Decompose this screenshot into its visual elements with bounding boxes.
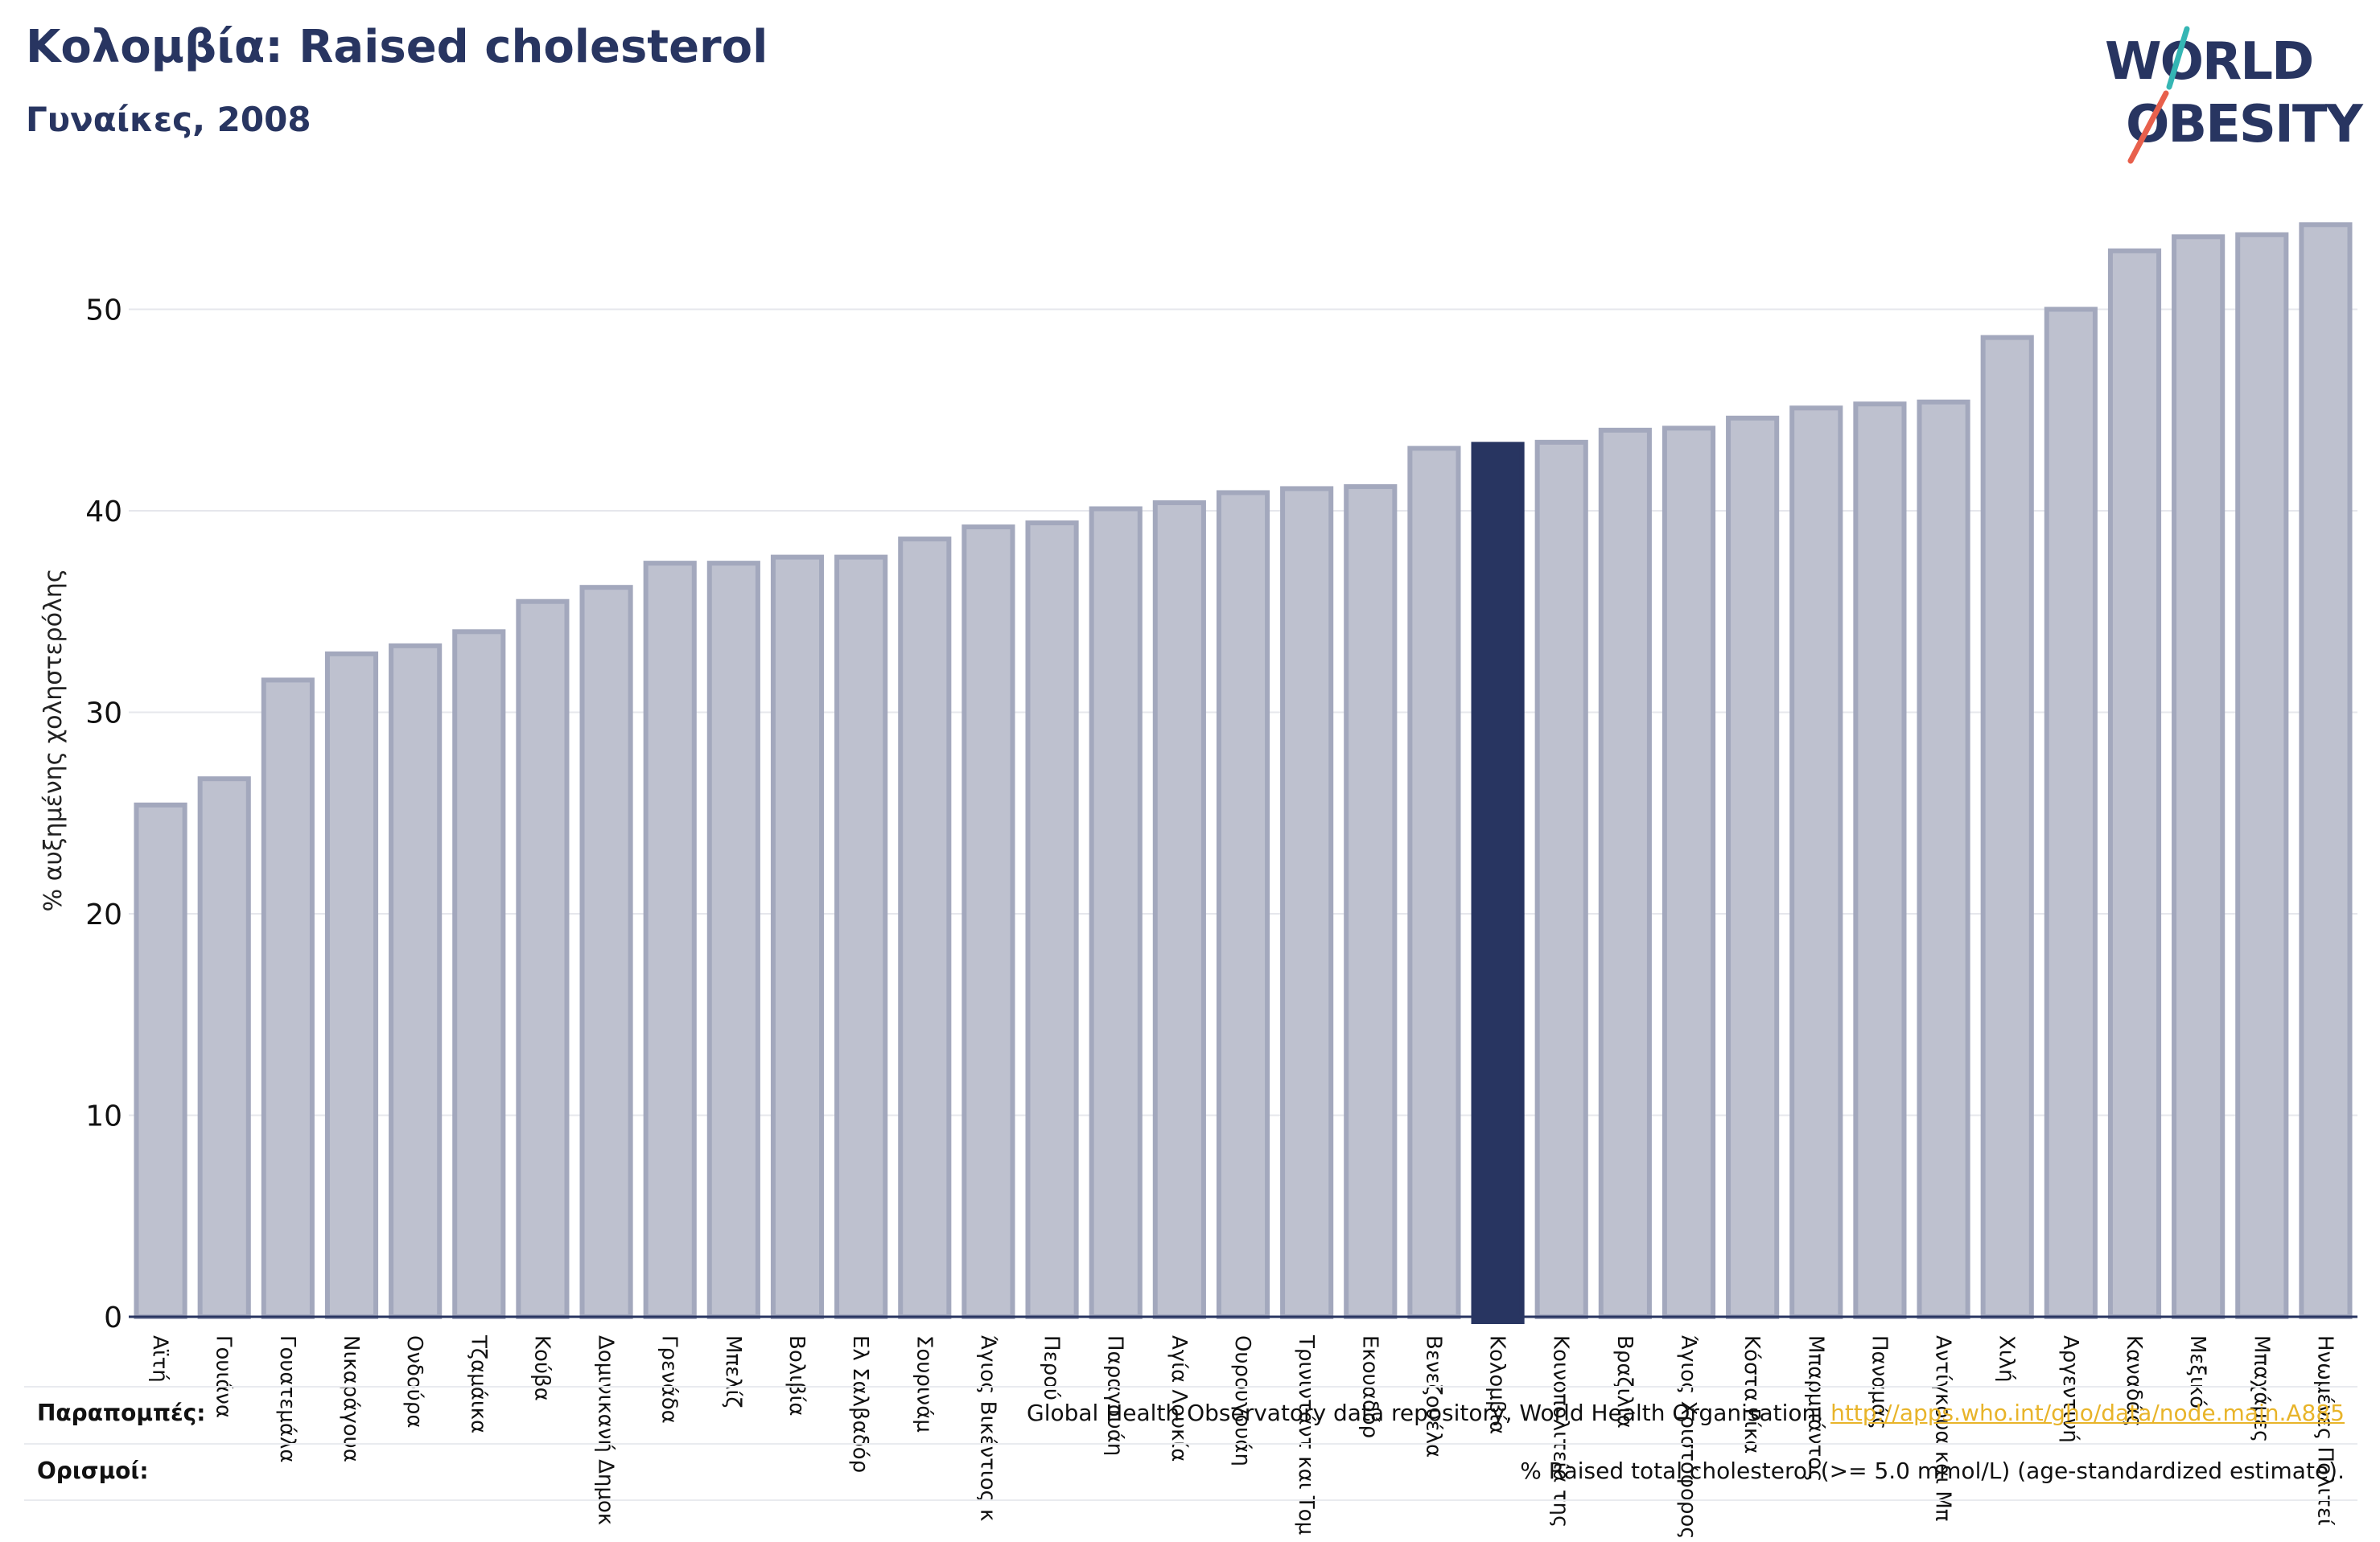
x-tick-label: Αϊτή	[148, 1335, 172, 1383]
bar	[1661, 426, 1716, 1319]
bar	[134, 802, 187, 1319]
x-tick-label: Αργεντινή	[2058, 1335, 2082, 1443]
bar	[1407, 446, 1461, 1319]
bar	[961, 524, 1015, 1319]
x-tick-label: Ονδούρα	[402, 1335, 426, 1429]
x-tick-label: Μπαρμπάντος	[1803, 1335, 1827, 1482]
y-tick-label: 30	[85, 697, 122, 730]
y-tick-label: 10	[85, 1100, 122, 1133]
bars	[134, 222, 2353, 1325]
bar	[1089, 506, 1143, 1319]
y-tick-label: 40	[85, 495, 122, 528]
x-tick-label: Αγία Λουκία	[1167, 1335, 1191, 1462]
bar	[1025, 520, 1079, 1319]
x-tick-label: Καναδάς	[2122, 1335, 2146, 1427]
x-tick-label: Γουιάνα	[212, 1335, 236, 1418]
bar-highlighted	[1471, 442, 1525, 1325]
world-obesity-logo: WORLD OBESITY	[2105, 26, 2365, 164]
bar	[898, 537, 952, 1319]
x-tick-label: Τρινιντάντ και Τομ	[1294, 1334, 1318, 1535]
sources-label: Παραπομπές:	[37, 1400, 206, 1426]
logo-line2: OBESITY	[2126, 95, 2363, 154]
x-axis-labels: Αϊτή Γουιάνα Γουατεμάλα Νικαράγουα Ονδούρα Τζ…	[148, 1334, 2337, 1540]
chart-subtitle: Γυναίκες, 2008	[26, 100, 311, 139]
y-tick-label: 0	[104, 1301, 122, 1334]
x-tick-label: Χιλή	[1995, 1335, 2019, 1382]
x-tick-label: Παραγουάη	[1103, 1335, 1127, 1456]
bar	[706, 561, 760, 1319]
bar	[579, 585, 633, 1319]
x-tick-label: Περού	[1040, 1335, 1064, 1400]
bar	[1280, 486, 1334, 1320]
bar	[261, 677, 315, 1319]
bar	[1344, 483, 1398, 1320]
x-tick-label: Κολομβία	[1485, 1335, 1509, 1434]
y-axis-ticks: 0 10 20 30 40 50	[85, 294, 122, 1335]
bar	[643, 561, 697, 1319]
x-tick-label: Ελ Σαλβαδόρ	[848, 1335, 872, 1473]
bar	[1980, 335, 2034, 1320]
x-tick-label: Τζαμάικα	[466, 1334, 490, 1433]
bar	[1917, 399, 1970, 1320]
x-tick-label: Δομινικανή Δημοκ	[594, 1335, 618, 1525]
bar	[834, 554, 888, 1319]
logo-slash-teal	[2166, 26, 2190, 90]
footer-definitions-row: Ορισμοί: % Raised total cholesterol (>= …	[24, 1458, 2357, 1496]
sources-link[interactable]: http://apps.who.int/gho/data/node.main.A…	[1830, 1400, 2345, 1426]
chart-title: Κολομβία: Raised cholesterol	[26, 21, 768, 73]
y-tick-label: 50	[85, 294, 122, 327]
bar	[516, 598, 570, 1319]
logo-line1: WORLD	[2105, 32, 2312, 92]
y-axis-label: % αυξημένης χοληστερόλης	[39, 569, 68, 912]
bar	[452, 629, 506, 1319]
bar	[2172, 234, 2226, 1320]
bar	[1598, 427, 1652, 1319]
x-tick-label: Βολιβία	[784, 1335, 809, 1416]
bar	[1152, 500, 1206, 1319]
bar	[1853, 401, 1907, 1319]
bar	[770, 554, 825, 1319]
x-tick-label: Κοινοπολιτεία της	[1549, 1335, 1573, 1528]
footer-divider-middle	[24, 1443, 2357, 1445]
x-tick-label: Κούβα	[529, 1335, 554, 1401]
x-tick-label: Ηνωμένες Πολιτεί	[2312, 1335, 2337, 1526]
bar	[389, 643, 443, 1319]
x-tick-label: Άγιος Βικέντιος κ	[975, 1335, 999, 1521]
y-tick-label: 20	[85, 898, 122, 931]
x-tick-label: Μπελίζ	[721, 1335, 745, 1408]
x-tick-label: Άγιος Χριστόφορος	[1676, 1335, 1700, 1540]
definitions-label: Ορισμοί:	[37, 1458, 149, 1484]
bar	[197, 776, 251, 1319]
x-tick-label: Βραζιλία	[1612, 1335, 1637, 1429]
sources-value: Global Health Observatory data repositor…	[1027, 1400, 2345, 1426]
bar	[2299, 222, 2353, 1319]
bar	[1534, 439, 1588, 1320]
bar	[1789, 405, 1843, 1319]
footer-sources-row: Παραπομπές: Global Health Observatory da…	[24, 1400, 2357, 1438]
x-tick-label: Σουρινάμ	[912, 1335, 936, 1433]
sources-text: Global Health Observatory data repositor…	[1027, 1400, 1831, 1426]
footer-divider-bottom	[24, 1499, 2357, 1501]
bar	[1216, 490, 1270, 1320]
x-tick-label: Βενεζουέλα	[1421, 1335, 1445, 1458]
x-tick-label: Αντίγκουα και Μπ	[1931, 1335, 1955, 1521]
bar	[2044, 306, 2098, 1319]
x-tick-label: Μπαχάμες	[2249, 1335, 2273, 1442]
x-tick-label: Νικαράγουα	[339, 1335, 363, 1462]
logo-slash-red	[2127, 90, 2169, 164]
definitions-value: % Raised total cholesterol (>= 5.0 mmol/…	[1520, 1458, 2345, 1484]
bar	[324, 651, 379, 1319]
bar	[2235, 232, 2289, 1320]
footer-divider-top	[24, 1386, 2357, 1388]
x-tick-label: Κόστα Ρίκα	[1740, 1335, 1764, 1454]
x-tick-label: Γρενάδα	[657, 1335, 681, 1424]
x-tick-label: Παναμάς	[1867, 1335, 1891, 1429]
bar	[2107, 248, 2162, 1320]
x-tick-label: Μεξικό	[2185, 1335, 2209, 1408]
x-tick-label: Γουατεμάλα	[275, 1335, 299, 1463]
bar	[1726, 415, 1780, 1319]
